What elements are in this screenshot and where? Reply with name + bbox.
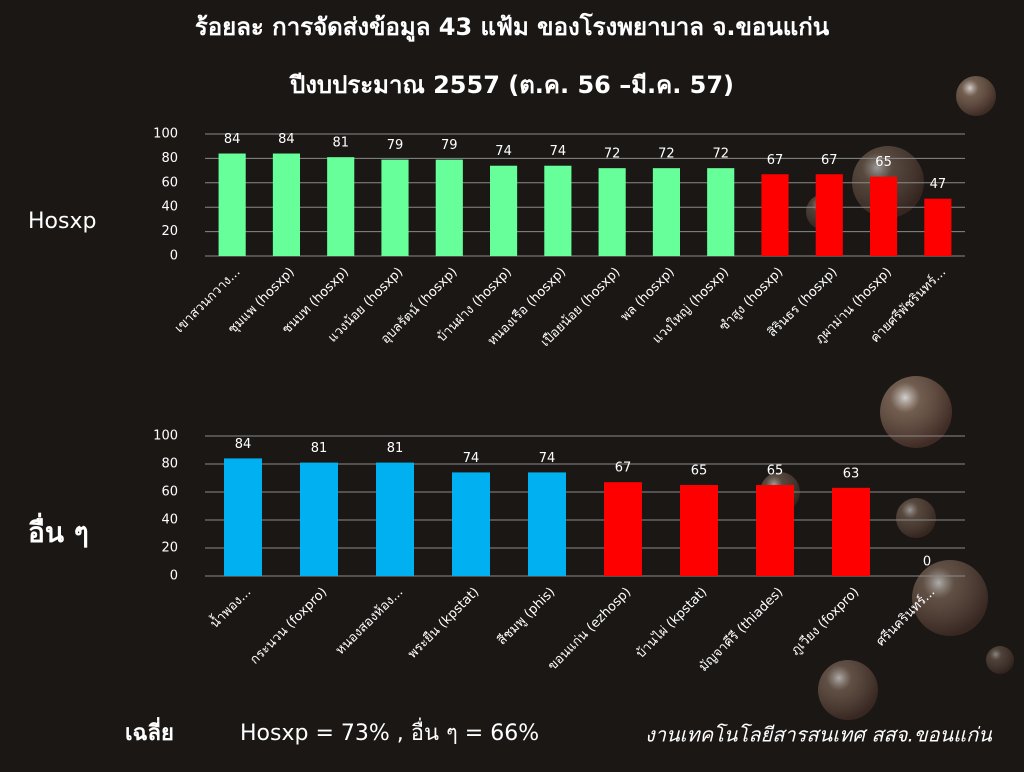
y-tick-label: 20 <box>161 541 178 556</box>
bar <box>761 174 789 256</box>
x-tick-label: ภูเวียง (foxpro) <box>788 584 863 659</box>
bar <box>924 198 952 256</box>
y-tick-label: 100 <box>153 429 178 444</box>
bar <box>224 458 262 576</box>
value-label: 74 <box>463 451 480 466</box>
value-label: 79 <box>441 138 458 153</box>
value-label: 65 <box>875 155 892 170</box>
value-label: 72 <box>712 147 729 162</box>
value-label: 84 <box>278 132 295 147</box>
subtitle: ปีงบประมาณ 2557 (ต.ค. 56 –มี.ค. 57) <box>289 71 734 99</box>
value-label: 81 <box>387 441 404 456</box>
y-tick-label: 40 <box>161 513 178 528</box>
bar <box>604 482 642 576</box>
y-tick-label: 0 <box>170 569 178 584</box>
bar <box>528 472 566 576</box>
value-label: 65 <box>691 464 708 479</box>
bar <box>327 157 355 256</box>
credit: งานเทคโนโลยีสารสนเทศ สสจ.ขอนแก่น <box>645 723 993 747</box>
bar <box>544 165 572 256</box>
x-tick-label: หนองสองห้อง... <box>333 585 406 658</box>
value-label: 63 <box>843 466 860 481</box>
x-tick-label: สีชมพู (phis) <box>494 584 558 648</box>
value-label: 81 <box>332 136 349 151</box>
value-label: 79 <box>387 138 404 153</box>
bar <box>490 165 518 256</box>
value-label: 0 <box>923 555 931 570</box>
bar <box>598 168 626 256</box>
bar <box>870 176 898 256</box>
y-tick-label: 60 <box>161 485 178 500</box>
value-label: 84 <box>224 132 241 147</box>
bar <box>815 174 843 256</box>
value-label: 67 <box>767 153 784 168</box>
average-label: เฉลี่ย <box>125 716 174 746</box>
value-label: 67 <box>821 153 838 168</box>
title: ร้อยละ การจัดส่งข้อมูล 43 แฟ้ม ของโรงพยา… <box>195 12 830 42</box>
bar <box>680 485 718 576</box>
x-tick-label: น้ำพอง... <box>205 583 254 632</box>
value-label: 72 <box>658 147 675 162</box>
bar <box>218 153 246 256</box>
value-label: 47 <box>930 177 947 192</box>
bar <box>452 472 490 576</box>
value-label: 74 <box>539 451 556 466</box>
side-label: อื่น ๆ <box>28 512 89 549</box>
value-label: 72 <box>604 147 621 162</box>
value-label: 81 <box>311 441 328 456</box>
bar <box>376 462 414 576</box>
value-label: 74 <box>495 144 512 159</box>
y-tick-label: 80 <box>161 457 178 472</box>
average-text: Hosxp = 73% , อื่น ๆ = 66% <box>240 717 539 746</box>
x-tick-label: ขอนแก่น (ezhosp) <box>545 585 634 674</box>
y-tick-label: 80 <box>161 151 178 166</box>
bubbles <box>760 76 1014 720</box>
x-tick-label: กระนวน (foxpro) <box>247 585 330 668</box>
x-tick-label: พระยืน (kpstat) <box>404 584 482 662</box>
bar <box>756 485 794 576</box>
value-label: 67 <box>615 461 632 476</box>
x-tick-label: มัญจาคีรี (thiades) <box>695 584 786 675</box>
bar <box>832 487 870 576</box>
bar <box>435 159 463 256</box>
bar <box>707 168 735 256</box>
y-tick-label: 20 <box>161 224 178 239</box>
side-label: Hosxp <box>28 209 96 234</box>
value-label: 65 <box>767 464 784 479</box>
x-tick-label: พล (hosxp) <box>618 265 678 325</box>
y-tick-label: 0 <box>170 249 178 264</box>
bar <box>300 462 338 576</box>
x-tick-label: บ้านไผ่ (kpstat) <box>633 584 710 661</box>
y-tick-label: 100 <box>153 127 178 142</box>
bar <box>652 168 680 256</box>
y-tick-label: 40 <box>161 200 178 215</box>
bar <box>381 159 409 256</box>
value-label: 74 <box>550 144 567 159</box>
bar <box>272 153 300 256</box>
y-tick-label: 60 <box>161 175 178 190</box>
value-label: 84 <box>235 437 252 452</box>
